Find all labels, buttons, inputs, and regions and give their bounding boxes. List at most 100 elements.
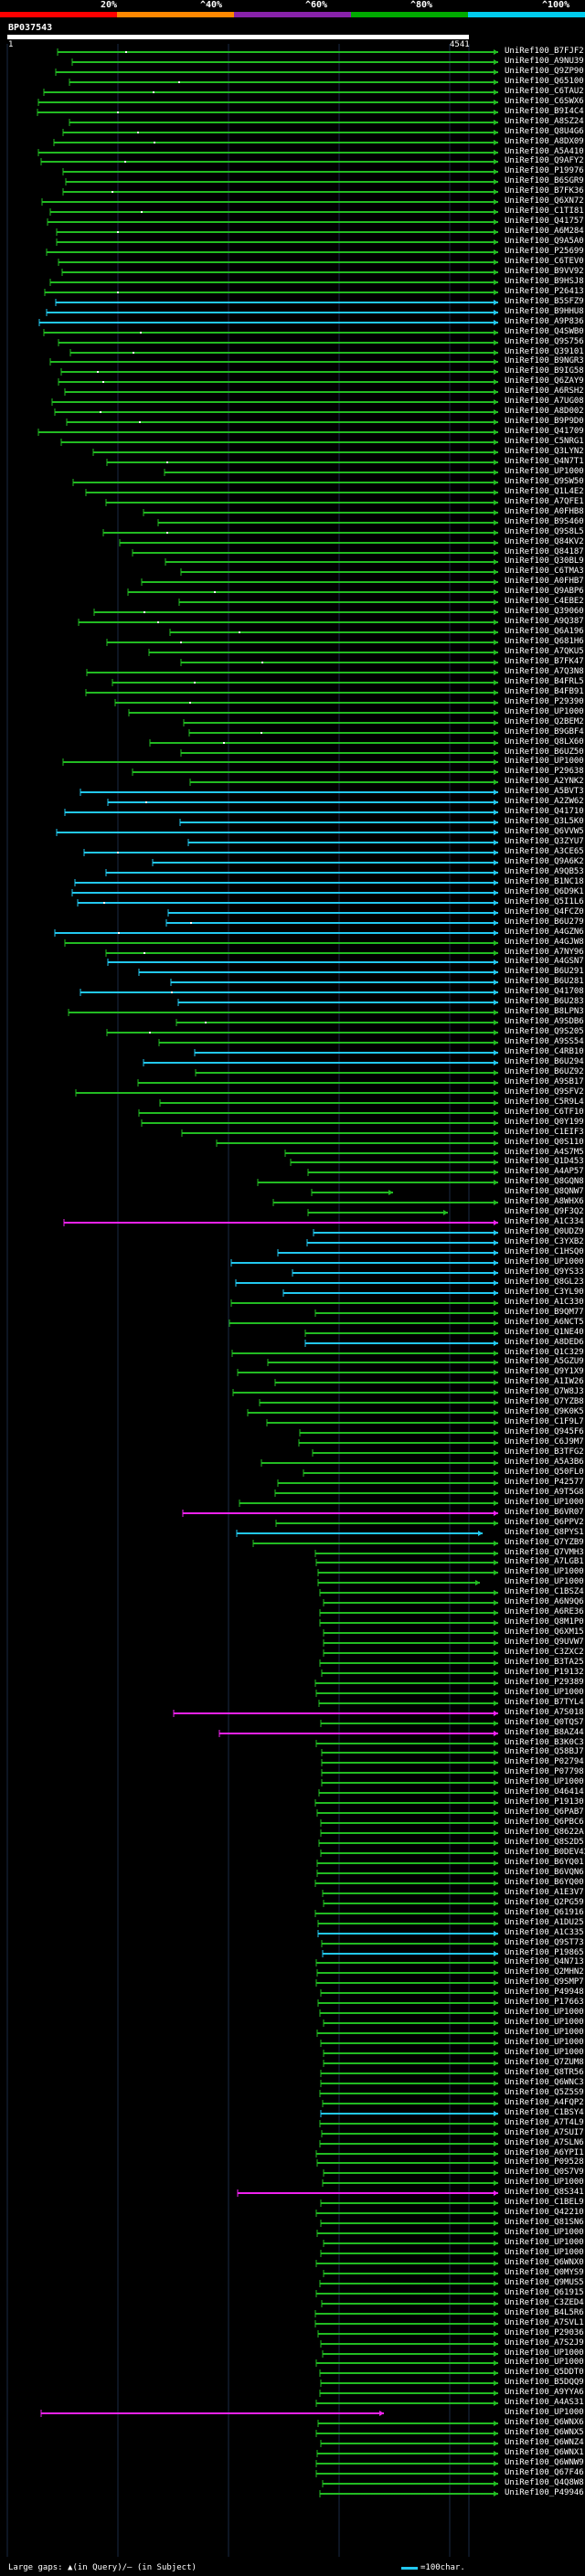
hit-label[interactable]: UniRef100_C5R9L4 <box>505 1097 584 1107</box>
hit-label[interactable]: UniRef100_Q1L4E2 <box>505 487 584 496</box>
hit-label[interactable]: UniRef100_B9QM77 <box>505 1308 584 1317</box>
hit-label[interactable]: UniRef100_Q9ABP6 <box>505 587 584 596</box>
hit-label[interactable]: UniRef100_A5BVT3 <box>505 787 584 796</box>
hit-label[interactable]: UniRef100_B6YQ01 <box>505 1858 584 1867</box>
hit-label[interactable]: UniRef100_P26413 <box>505 287 584 296</box>
hit-label[interactable]: UniRef100_Q65100 <box>505 77 584 86</box>
hit-label[interactable]: UniRef100_Q50FL0 <box>505 1468 584 1477</box>
hit-label[interactable]: UniRef100_A6N9Q6 <box>505 1597 584 1606</box>
hit-label[interactable]: UniRef100_C6SWX6 <box>505 97 584 106</box>
hit-label[interactable]: UniRef100_UP1000... <box>505 467 585 476</box>
hit-label[interactable]: UniRef100_Q42210 <box>505 2208 584 2217</box>
hit-label[interactable]: UniRef100_Q4Q8W8 <box>505 2478 584 2487</box>
hit-label[interactable]: UniRef100_B6UZ50 <box>505 747 584 757</box>
hit-label[interactable]: UniRef100_Q61915 <box>505 2288 584 2297</box>
hit-label[interactable]: UniRef100_B9GBF4 <box>505 727 584 737</box>
hit-label[interactable]: UniRef100_B5SFZ9 <box>505 297 584 306</box>
hit-label[interactable]: UniRef100_Q58BJ7 <box>505 1747 584 1756</box>
hit-label[interactable]: UniRef100_P19865 <box>505 1948 584 1957</box>
hit-label[interactable]: UniRef100_Q4N7T1 <box>505 457 584 466</box>
hit-label[interactable]: UniRef100_P29389 <box>505 1678 584 1687</box>
hit-label[interactable]: UniRef100_A1IW26 <box>505 1377 584 1386</box>
hit-label[interactable]: UniRef100_Q41708 <box>505 987 584 996</box>
hit-label[interactable]: UniRef100_Q6WNX1 <box>505 2448 584 2457</box>
hit-label[interactable]: UniRef100_B7FK36 <box>505 186 584 196</box>
hit-label[interactable]: UniRef100_B7TYL4 <box>505 1698 584 1707</box>
hit-label[interactable]: UniRef100_B6U291 <box>505 967 584 976</box>
hit-label[interactable]: UniRef100_UP1000... <box>505 2228 585 2237</box>
hit-label[interactable]: UniRef100_B9IG58 <box>505 366 584 376</box>
hit-label[interactable]: UniRef100_Q5I1L6 <box>505 897 584 906</box>
hit-label[interactable]: UniRef100_UP1000... <box>505 1577 585 1586</box>
hit-label[interactable]: UniRef100_Q2PG59 <box>505 1898 584 1907</box>
hit-label[interactable]: UniRef100_Q8PYS1 <box>505 1528 584 1537</box>
hit-label[interactable]: UniRef100_Q6VVW5 <box>505 827 584 836</box>
hit-label[interactable]: UniRef100_Q41709 <box>505 427 584 436</box>
hit-label[interactable]: UniRef100_Q9Y1X9 <box>505 1367 584 1376</box>
hit-label[interactable]: UniRef100_A7SVL1 <box>505 2318 584 2327</box>
hit-label[interactable]: UniRef100_Q1NE40 <box>505 1328 584 1337</box>
hit-label[interactable]: UniRef100_Q84KV2 <box>505 537 584 546</box>
hit-label[interactable]: UniRef100_UP1000... <box>505 1777 585 1786</box>
hit-label[interactable]: UniRef100_Q6WNW9 <box>505 2458 584 2467</box>
hit-label[interactable]: UniRef100_Q9S205 <box>505 1027 584 1036</box>
hit-label[interactable]: UniRef100_Q3LYN2 <box>505 447 584 456</box>
hit-label[interactable]: UniRef100_UP1000... <box>505 2238 585 2247</box>
hit-label[interactable]: UniRef100_A7SUI7 <box>505 2128 584 2137</box>
hit-label[interactable]: UniRef100_A4GZN6 <box>505 928 584 937</box>
hit-label[interactable]: UniRef100_Q67F46 <box>505 2468 584 2477</box>
hit-label[interactable]: UniRef100_Q8U4G6 <box>505 127 584 136</box>
hit-label[interactable]: UniRef100_Q1D453 <box>505 1157 584 1166</box>
hit-label[interactable]: UniRef100_A6M284 <box>505 227 584 236</box>
hit-label[interactable]: UniRef100_Q0MYS9 <box>505 2268 584 2277</box>
hit-label[interactable]: UniRef100_Q4FCZ0 <box>505 907 584 917</box>
hit-label[interactable]: UniRef100_B6U279 <box>505 917 584 927</box>
hit-label[interactable]: UniRef100_Q3L5K0 <box>505 817 584 826</box>
hit-label[interactable]: UniRef100_Q8QNW7 <box>505 1187 584 1196</box>
hit-label[interactable]: UniRef100_UP1000... <box>505 2408 585 2417</box>
hit-label[interactable]: UniRef100_Q30BL9 <box>505 557 584 566</box>
hit-label[interactable]: UniRef100_Q61916 <box>505 1908 584 1917</box>
hit-label[interactable]: UniRef100_A9SB17 <box>505 1077 584 1087</box>
hit-label[interactable]: UniRef100_P19976 <box>505 166 584 175</box>
hit-label[interactable]: UniRef100_A9YYA6 <box>505 2388 584 2397</box>
hit-label[interactable]: UniRef100_B6U281 <box>505 977 584 986</box>
hit-label[interactable]: UniRef100_P25699 <box>505 247 584 256</box>
hit-label[interactable]: UniRef100_A9SDB6 <box>505 1017 584 1026</box>
hit-label[interactable]: UniRef100_C3YL90 <box>505 1288 584 1297</box>
hit-label[interactable]: UniRef100_Q9S756 <box>505 337 584 346</box>
hit-label[interactable]: UniRef100_A1C335 <box>505 1928 584 1937</box>
hit-label[interactable]: UniRef100_Q6XM15 <box>505 1627 584 1637</box>
hit-label[interactable]: UniRef100_UP1000... <box>505 2358 585 2367</box>
hit-label[interactable]: UniRef100_Q9K0K5 <box>505 1407 584 1416</box>
hit-label[interactable]: UniRef100_Q8GQN8 <box>505 1177 584 1186</box>
hit-label[interactable]: UniRef100_Q7YZB8 <box>505 1397 584 1406</box>
hit-label[interactable]: UniRef100_B4FRL5 <box>505 677 584 686</box>
hit-label[interactable]: UniRef100_B7FJF2 <box>505 47 584 56</box>
hit-label[interactable]: UniRef100_Q8TR56 <box>505 2068 584 2077</box>
hit-label[interactable]: UniRef100_A1C330 <box>505 1298 584 1307</box>
hit-label[interactable]: UniRef100_C1HSQ0 <box>505 1247 584 1256</box>
hit-label[interactable]: UniRef100_A8SZ24 <box>505 117 584 126</box>
hit-label[interactable]: UniRef100_B6U294 <box>505 1057 584 1066</box>
hit-label[interactable]: UniRef100_B9VV92 <box>505 267 584 276</box>
hit-label[interactable]: UniRef100_A6RSH2 <box>505 387 584 396</box>
hit-label[interactable]: UniRef100_B3K0C3 <box>505 1738 584 1747</box>
hit-label[interactable]: UniRef100_A4GSN7 <box>505 957 584 966</box>
hit-label[interactable]: UniRef100_C6TF10 <box>505 1108 584 1117</box>
hit-label[interactable]: UniRef100_A9Q387 <box>505 617 584 626</box>
hit-label[interactable]: UniRef100_Q9ZP90 <box>505 67 584 76</box>
hit-label[interactable]: UniRef100_UP1000... <box>505 2178 585 2187</box>
hit-label[interactable]: UniRef100_Q7VMH3 <box>505 1548 584 1557</box>
hit-label[interactable]: UniRef100_C1TI81 <box>505 207 584 216</box>
hit-label[interactable]: UniRef100_A1C334 <box>505 1217 584 1226</box>
hit-label[interactable]: UniRef100_C3ZXC2 <box>505 1648 584 1657</box>
hit-label[interactable]: UniRef100_B8AZ44 <box>505 1728 584 1737</box>
hit-label[interactable]: UniRef100_A1E3V7 <box>505 1888 584 1897</box>
hit-label[interactable]: UniRef100_Q8LX60 <box>505 737 584 747</box>
hit-label[interactable]: UniRef100_Q1C329 <box>505 1348 584 1357</box>
hit-label[interactable]: UniRef100_C1BSZ4 <box>505 1587 584 1596</box>
hit-label[interactable]: UniRef100_C6TEV0 <box>505 257 584 266</box>
hit-label[interactable]: UniRef100_Q7W8J3 <box>505 1387 584 1396</box>
hit-label[interactable]: UniRef100_Q41757 <box>505 217 584 226</box>
